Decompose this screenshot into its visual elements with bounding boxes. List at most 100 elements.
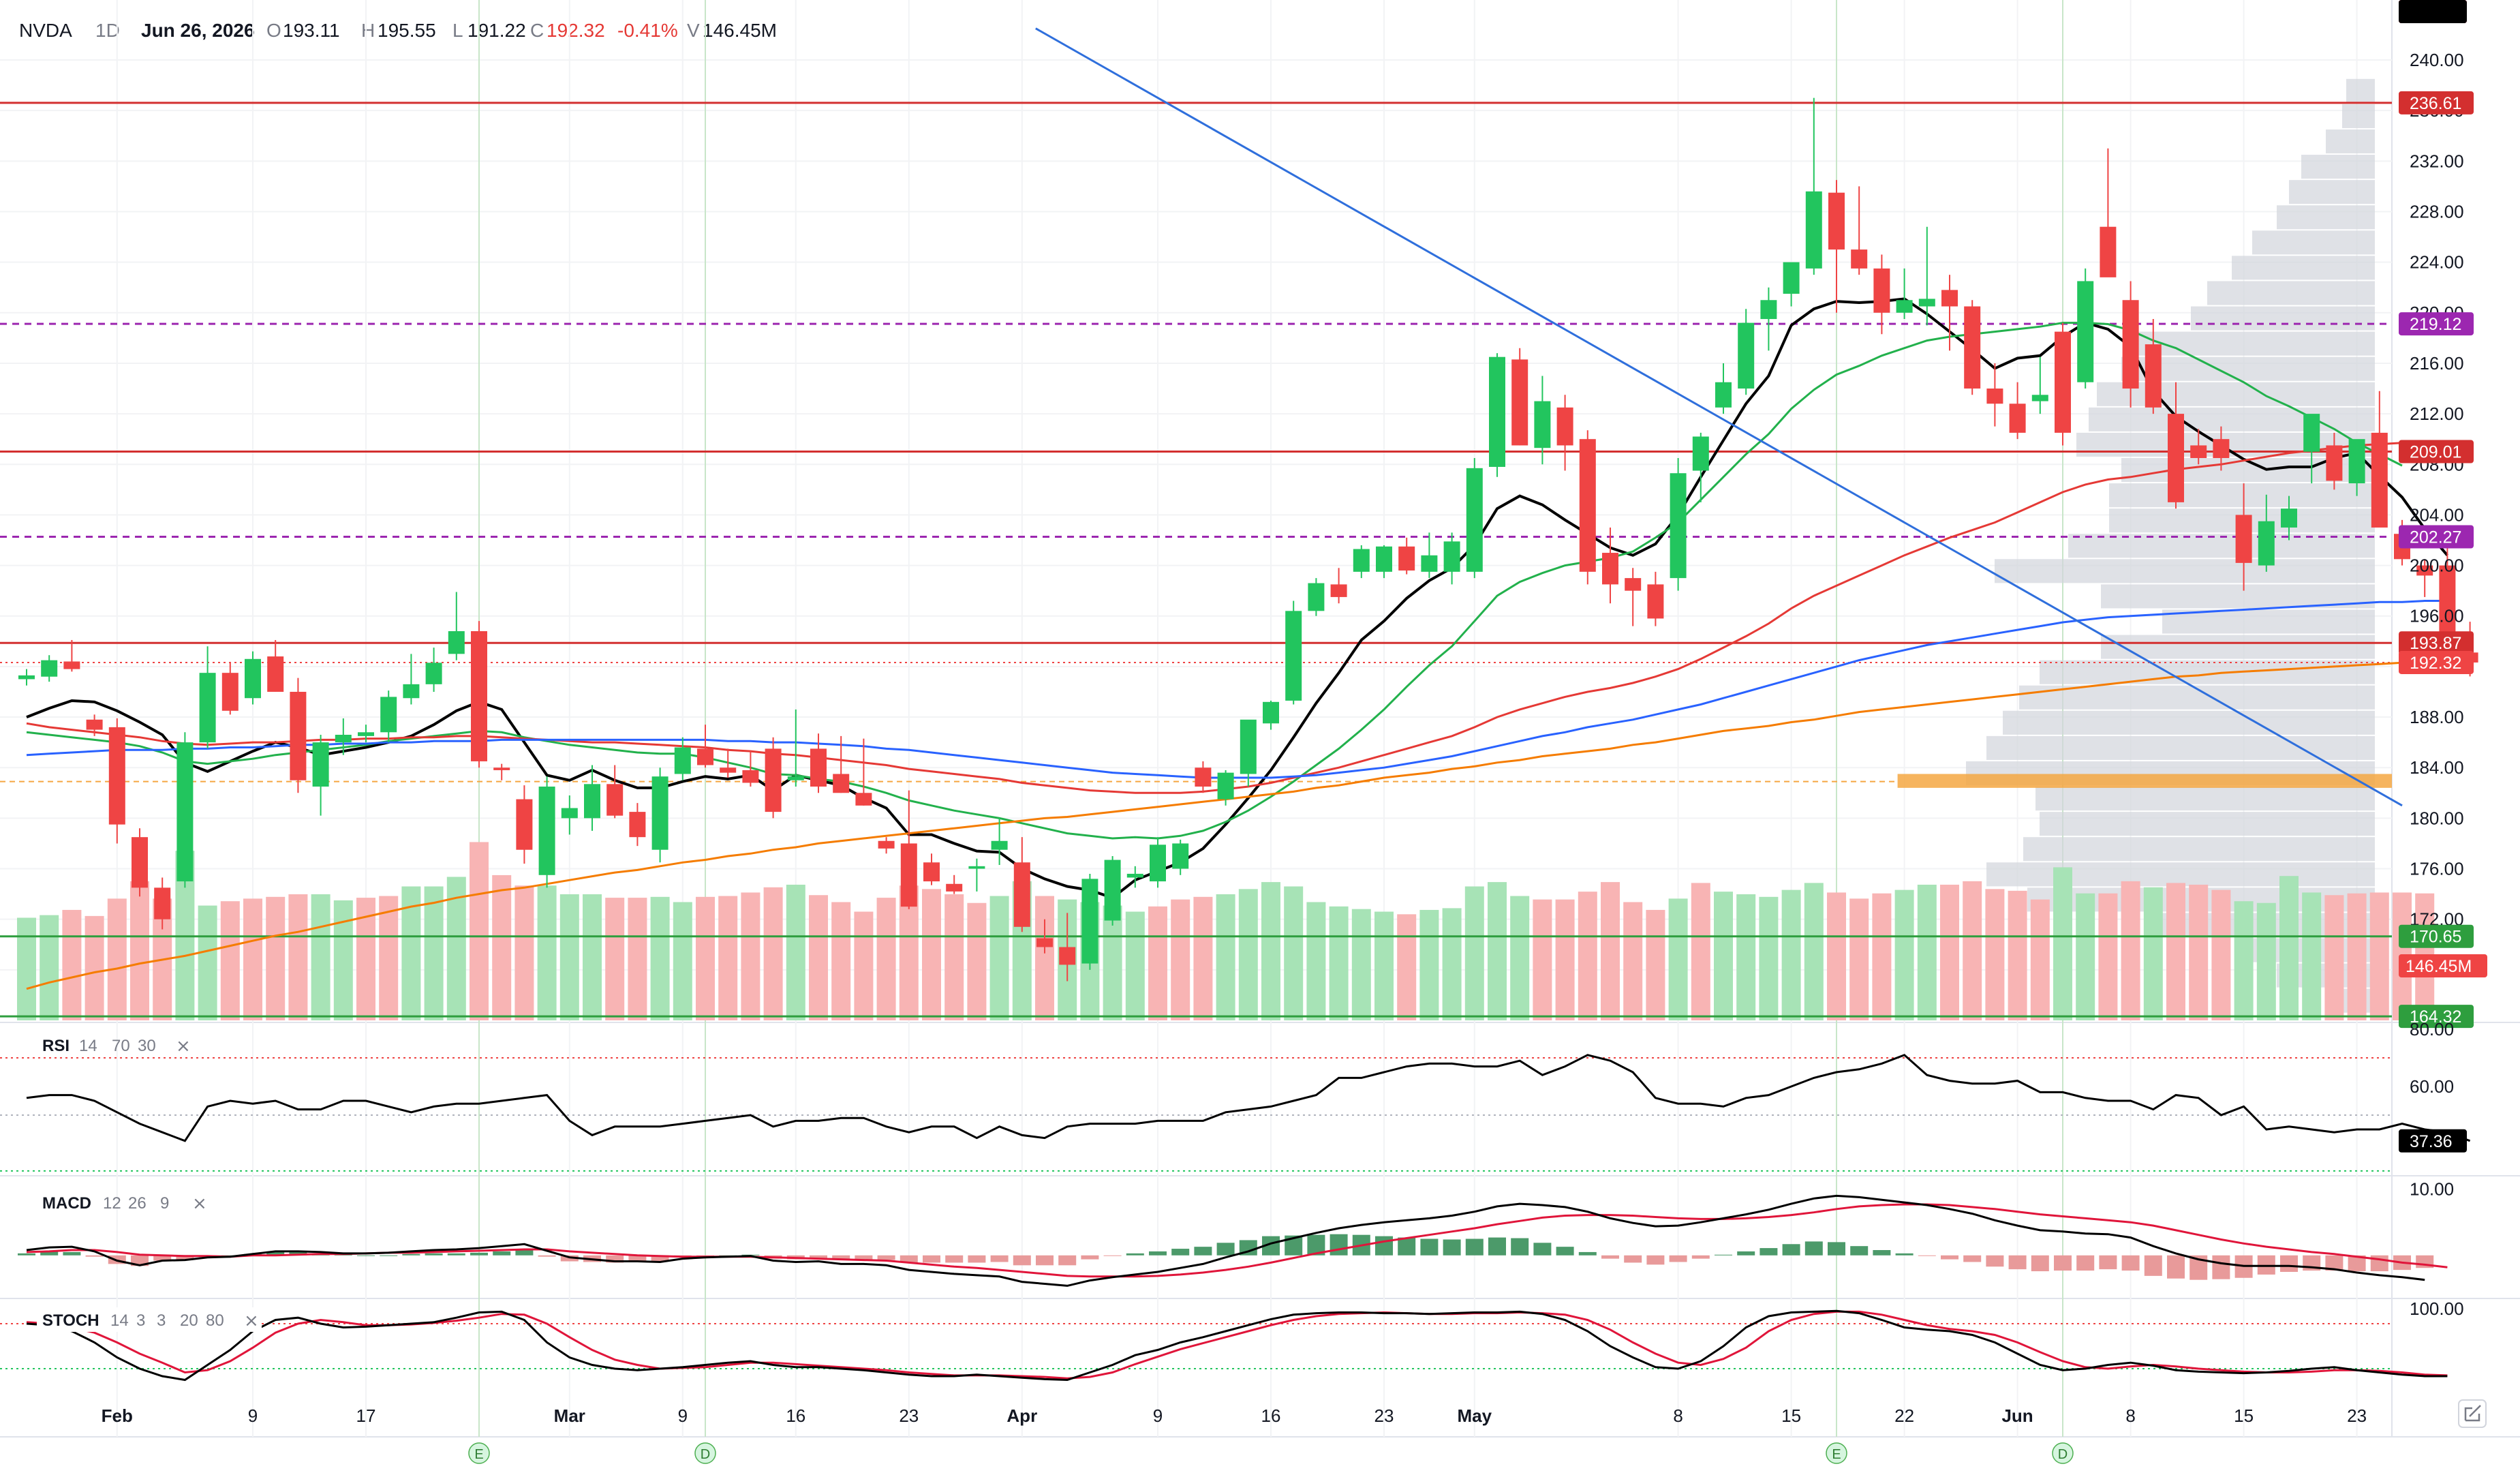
candle[interactable]: [787, 709, 804, 787]
candle[interactable]: [1330, 568, 1347, 604]
candle[interactable]: [1376, 545, 1392, 579]
candle[interactable]: [561, 795, 578, 835]
candle[interactable]: [312, 735, 329, 816]
candle[interactable]: [1104, 855, 1121, 926]
candle[interactable]: [1126, 866, 1143, 888]
price-axis[interactable]: 240.00236.00232.00228.00224.00220.00216.…: [2399, 0, 2487, 1319]
candle[interactable]: [2145, 319, 2162, 414]
candle[interactable]: [1195, 761, 1212, 793]
candle[interactable]: [108, 718, 125, 844]
candle[interactable]: [697, 725, 713, 768]
candle[interactable]: [2371, 391, 2388, 528]
candle[interactable]: [1760, 287, 1777, 351]
candle[interactable]: [516, 785, 533, 864]
stoch-close-icon[interactable]: ×: [244, 1311, 259, 1331]
candle[interactable]: [923, 853, 940, 885]
candle[interactable]: [1013, 837, 1030, 932]
dividend-marker[interactable]: D: [694, 1442, 716, 1464]
candle[interactable]: [900, 790, 917, 909]
candle[interactable]: [1081, 873, 1098, 970]
candle[interactable]: [1059, 913, 1076, 982]
trendline-segment[interactable]: [1035, 27, 2403, 807]
candle[interactable]: [2122, 281, 2139, 408]
candle[interactable]: [855, 738, 872, 806]
candles[interactable]: [18, 97, 2478, 982]
candle[interactable]: [221, 663, 239, 715]
candle[interactable]: [1308, 578, 1325, 616]
candle[interactable]: [154, 877, 171, 930]
candle[interactable]: [629, 803, 646, 847]
macd-close-icon[interactable]: ×: [192, 1193, 207, 1214]
candle[interactable]: [606, 765, 624, 819]
candle[interactable]: [1172, 839, 1189, 875]
candle[interactable]: [1783, 262, 1800, 307]
candle[interactable]: [176, 732, 194, 888]
candle[interactable]: [742, 751, 759, 787]
candle[interactable]: [2281, 496, 2297, 541]
candle[interactable]: [674, 737, 691, 780]
candle[interactable]: [1738, 309, 1755, 395]
chart-settings-icon[interactable]: [2458, 1399, 2487, 1428]
candle[interactable]: [86, 714, 103, 736]
rsi-close-icon[interactable]: ×: [176, 1036, 191, 1056]
candle[interactable]: [991, 818, 1008, 865]
candle[interactable]: [425, 648, 442, 692]
candle[interactable]: [1941, 275, 1958, 351]
candle[interactable]: [1534, 376, 1551, 465]
dividend-marker[interactable]: D: [2052, 1442, 2074, 1464]
candle[interactable]: [132, 828, 148, 897]
candle[interactable]: [403, 654, 420, 705]
candle[interactable]: [471, 621, 487, 768]
candle[interactable]: [1398, 537, 1415, 575]
candle[interactable]: [1511, 348, 1528, 446]
stoch-legend[interactable]: STOCH 14 3 3 20 80 ×: [37, 1307, 262, 1332]
candle[interactable]: [1466, 457, 1483, 579]
candle[interactable]: [878, 837, 895, 854]
candle[interactable]: [584, 765, 600, 831]
candle[interactable]: [538, 776, 555, 888]
candle[interactable]: [2009, 382, 2026, 440]
earnings-marker[interactable]: E: [468, 1442, 490, 1464]
earnings-marker[interactable]: E: [1826, 1442, 1847, 1464]
candle[interactable]: [1263, 700, 1279, 730]
candle[interactable]: [1240, 719, 1257, 787]
candle[interactable]: [2235, 483, 2252, 591]
candle[interactable]: [1964, 300, 1981, 395]
symbol-name[interactable]: NVDA: [19, 20, 72, 41]
candle[interactable]: [1579, 430, 1596, 585]
candle[interactable]: [2326, 432, 2343, 490]
candle[interactable]: [1692, 432, 1709, 502]
candle[interactable]: [2348, 439, 2365, 496]
candle[interactable]: [1443, 532, 1460, 585]
candle[interactable]: [765, 737, 782, 819]
candle[interactable]: [1851, 186, 1868, 275]
candle[interactable]: [1670, 457, 1687, 591]
candle[interactable]: [1150, 837, 1166, 888]
candle[interactable]: [1036, 919, 1053, 954]
candle[interactable]: [2077, 268, 2094, 389]
candle[interactable]: [1285, 600, 1302, 705]
candle[interactable]: [2100, 148, 2117, 277]
candle[interactable]: [1805, 97, 1822, 275]
candle[interactable]: [1217, 770, 1234, 806]
candle[interactable]: [720, 748, 737, 778]
candle[interactable]: [63, 639, 80, 672]
macd-legend[interactable]: MACD 12 26 9 ×: [42, 1193, 207, 1214]
candle[interactable]: [41, 655, 58, 682]
candle[interactable]: [290, 678, 307, 793]
candle[interactable]: [1918, 226, 1935, 326]
rsi-legend[interactable]: RSI 14 70 30 ×: [42, 1036, 191, 1056]
candle[interactable]: [1625, 568, 1642, 626]
candle[interactable]: [2190, 429, 2207, 465]
candle[interactable]: [358, 725, 374, 743]
candle[interactable]: [245, 651, 261, 705]
candle[interactable]: [493, 763, 510, 780]
candle[interactable]: [18, 669, 35, 686]
candle[interactable]: [833, 735, 850, 793]
interval-label[interactable]: 1D: [95, 20, 120, 41]
candle[interactable]: [1828, 180, 1845, 313]
trendline[interactable]: [1035, 27, 2403, 807]
candle[interactable]: [946, 875, 963, 894]
candle[interactable]: [380, 690, 397, 743]
